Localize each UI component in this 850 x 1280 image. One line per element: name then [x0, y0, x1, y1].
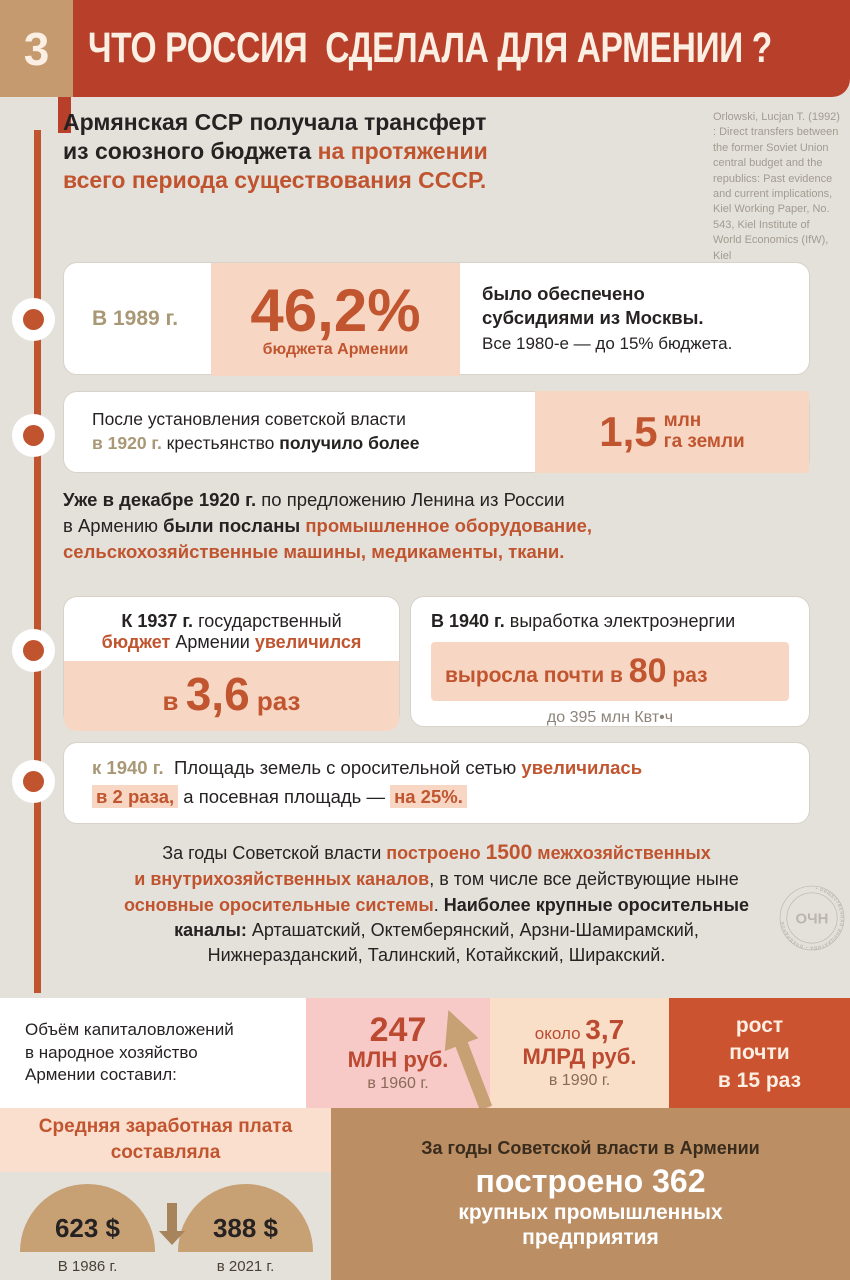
svg-text:ОЧН: ОЧН: [796, 910, 829, 927]
